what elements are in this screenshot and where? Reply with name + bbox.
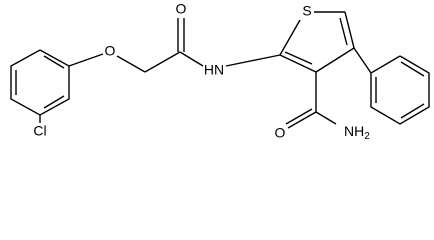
atom-label: S: [302, 3, 311, 19]
atom-label-main: NH: [344, 123, 364, 139]
structure: O O HN S O NH2 Cl: [10, 1, 430, 142]
bonds: [10, 11, 430, 129]
atom-label: NH2: [344, 123, 370, 142]
atom-label: O: [105, 43, 116, 59]
atom-label: Cl: [33, 123, 46, 139]
atom-label-subscript: 2: [364, 131, 370, 142]
atom-label: O: [275, 125, 286, 141]
atom-label: HN: [204, 62, 224, 78]
atom-label: O: [176, 1, 187, 17]
